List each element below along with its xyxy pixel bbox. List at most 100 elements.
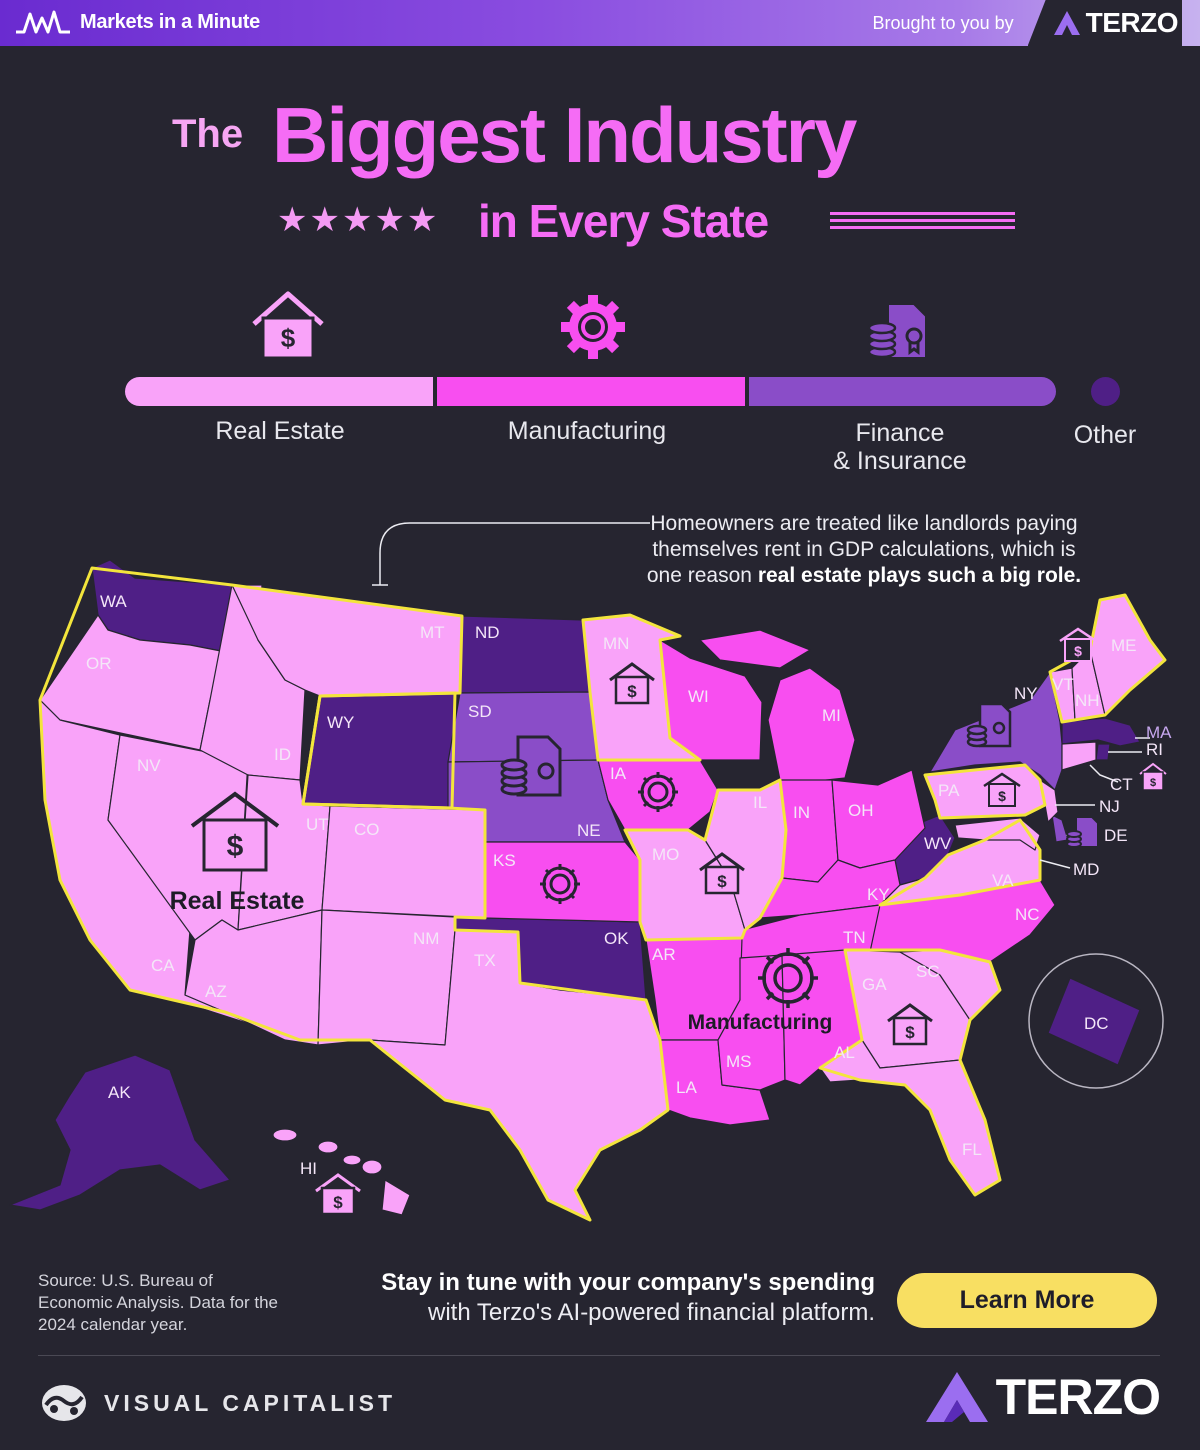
state-ct[interactable] xyxy=(1061,741,1097,771)
state-de[interactable] xyxy=(1051,814,1069,843)
state-label-va: VA xyxy=(992,871,1014,890)
page-title: Biggest Industry xyxy=(272,91,857,179)
legend-label-finance-line1: Finance xyxy=(855,419,945,447)
state-label-vt: VT xyxy=(1052,675,1074,694)
state-dc[interactable] xyxy=(1047,977,1141,1066)
page-subtitle: in Every State xyxy=(478,195,769,247)
terzo-logo-small[interactable]: TERZO xyxy=(1027,0,1182,46)
title-the: The xyxy=(172,112,244,156)
state-label-ks: KS xyxy=(493,851,516,870)
house-dollar-icon: $ xyxy=(609,662,655,705)
state-label-mn: MN xyxy=(603,634,629,653)
house-dollar-icon: $ xyxy=(315,1173,361,1216)
svg-text:$: $ xyxy=(998,788,1006,804)
vc-globe-icon xyxy=(42,1385,86,1421)
state-label-sc: SC xyxy=(916,962,940,981)
state-label-me: ME xyxy=(1111,636,1137,655)
state-label-al: AL xyxy=(834,1043,855,1062)
top-banner: Markets in a Minute Brought to you by TE… xyxy=(0,0,1200,46)
outline-virginia xyxy=(878,818,1042,907)
state-label-pa: PA xyxy=(938,781,960,800)
state-in[interactable] xyxy=(779,779,839,883)
leader-md xyxy=(1039,859,1071,869)
state-label-nd: ND xyxy=(475,623,500,642)
state-label-nh: NH xyxy=(1075,691,1100,710)
legend-label-manufacturing: Manufacturing xyxy=(507,417,667,445)
legend-label-other: Other xyxy=(1073,421,1137,449)
learn-more-button[interactable]: Learn More xyxy=(897,1273,1157,1328)
state-label-ak: AK xyxy=(108,1083,131,1102)
state-label-fl: FL xyxy=(962,1140,982,1159)
source-note: Source: U.S. Bureau of Economic Analysis… xyxy=(38,1271,279,1334)
state-label-nj: NJ xyxy=(1099,797,1120,816)
outline-new-england xyxy=(1048,593,1167,724)
brand-name: Markets in a Minute xyxy=(80,10,260,33)
sponsor-area: Brought to you by TERZO xyxy=(873,0,1182,46)
legend-bar-finance xyxy=(749,377,1056,406)
terzo-logo-large[interactable]: TERZO xyxy=(924,1368,1161,1426)
state-labels: WA OR CA NV ID MT WY UT AZ CO NM TX ND SD NE KS OK MN IA MO… xyxy=(86,592,1172,1178)
state-ky[interactable] xyxy=(759,859,901,919)
footer-divider xyxy=(38,1355,1160,1356)
state-label-mt: MT xyxy=(420,623,445,642)
dc-inset-circle xyxy=(1028,953,1164,1089)
legend-bar-manufacturing xyxy=(437,377,745,406)
state-label-nv: NV xyxy=(137,756,161,775)
annotation-note: Homeowners are treated like landlords pa… xyxy=(640,511,1088,589)
note-text: Homeowners are treated like landlords pa… xyxy=(646,512,1078,587)
state-label-sd: SD xyxy=(468,702,492,721)
house-dollar-icon: $ xyxy=(1139,762,1167,791)
state-label-in: IN xyxy=(793,803,810,822)
stars-decoration: ★★★★★ xyxy=(277,201,440,239)
region-label-real-estate: Real Estate xyxy=(170,887,305,915)
house-dollar-icon: $ xyxy=(887,1003,933,1046)
state-label-il: IL xyxy=(753,793,767,812)
state-ak[interactable] xyxy=(9,1054,231,1211)
state-label-ca: CA xyxy=(151,956,175,975)
legend-label-real-estate: Real Estate xyxy=(215,417,345,445)
state-label-ny: NY xyxy=(1014,684,1038,703)
state-me[interactable] xyxy=(1089,594,1166,716)
house-dollar-icon: $ xyxy=(252,291,324,360)
svg-text:$: $ xyxy=(1150,777,1156,789)
svg-text:$: $ xyxy=(333,1193,343,1212)
markets-in-a-minute-brand: Markets in a Minute xyxy=(14,8,260,36)
state-label-id: ID xyxy=(274,745,291,764)
note-bold: real estate plays such a big role. xyxy=(757,564,1082,587)
state-label-ia: IA xyxy=(610,764,627,783)
state-label-ut: UT xyxy=(306,815,329,834)
svg-text:$: $ xyxy=(1074,643,1082,659)
state-ia[interactable] xyxy=(597,759,719,831)
state-label-ct: CT xyxy=(1110,775,1133,794)
state-label-mo: MO xyxy=(652,845,679,864)
state-label-ma: MA xyxy=(1146,723,1172,742)
state-label-az: AZ xyxy=(205,982,227,1001)
state-wy[interactable] xyxy=(302,692,456,809)
cta-bold: Stay in tune with your company's spendin… xyxy=(381,1269,875,1296)
state-ri[interactable] xyxy=(1095,743,1111,761)
svg-text:$: $ xyxy=(627,682,637,701)
gear-icon xyxy=(540,864,580,904)
state-label-oh: OH xyxy=(848,801,874,820)
leader-ct xyxy=(1089,764,1119,783)
state-hi[interactable] xyxy=(272,1128,411,1216)
state-label-ms: MS xyxy=(726,1052,752,1071)
legend-bar-real-estate xyxy=(125,377,433,406)
visual-capitalist-logo[interactable]: VISUAL CAPITALIST xyxy=(40,1383,396,1423)
state-co[interactable] xyxy=(321,805,486,919)
state-ma[interactable] xyxy=(1061,717,1141,747)
gear-icon xyxy=(758,948,818,1008)
legend-label-finance-line2: & Insurance xyxy=(833,447,967,475)
state-label-ri: RI xyxy=(1146,740,1163,759)
title-lines-decoration xyxy=(830,212,1015,233)
house-dollar-icon: $ xyxy=(983,772,1021,807)
house-dollar-icon: $ xyxy=(1059,627,1097,662)
state-label-nc: NC xyxy=(1015,905,1040,924)
state-label-ar: AR xyxy=(652,945,676,964)
terzo-triangle-icon xyxy=(925,1372,988,1422)
state-label-la: LA xyxy=(676,1078,697,1097)
outline-wyoming xyxy=(301,691,457,810)
svg-text:$: $ xyxy=(717,872,727,891)
state-label-ga: GA xyxy=(862,975,887,994)
